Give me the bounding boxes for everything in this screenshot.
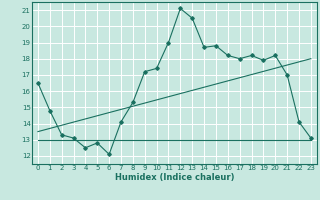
- X-axis label: Humidex (Indice chaleur): Humidex (Indice chaleur): [115, 173, 234, 182]
